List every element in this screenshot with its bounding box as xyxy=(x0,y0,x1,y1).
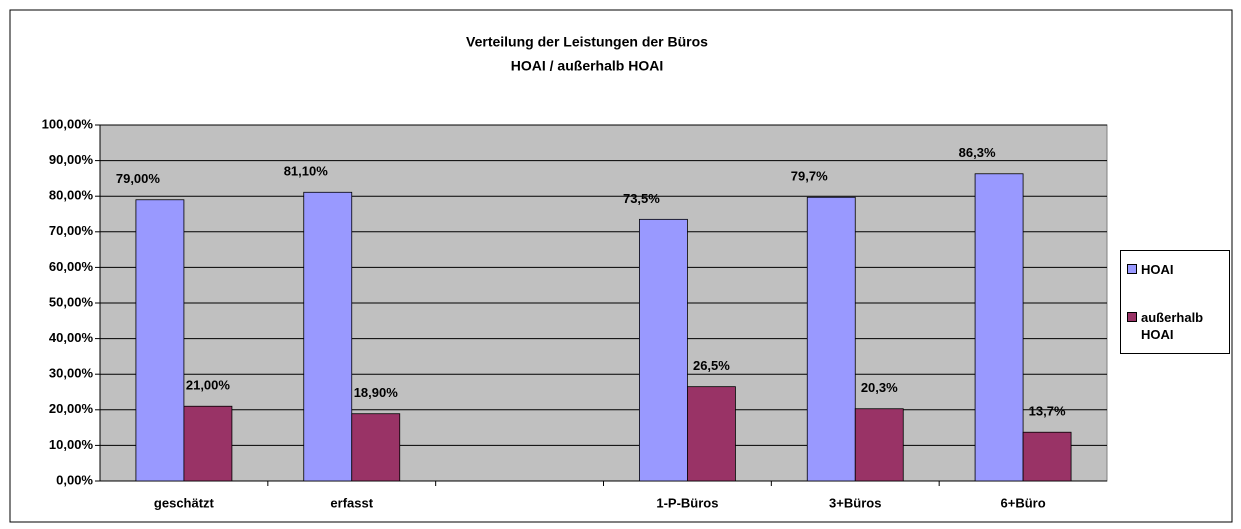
y-tick-label: 0,00% xyxy=(56,472,93,487)
legend-swatch xyxy=(1127,312,1137,322)
y-tick-label: 100,00% xyxy=(42,116,94,131)
chart-subtitle: HOAI / außerhalb HOAI xyxy=(511,58,663,74)
y-tick-label: 40,00% xyxy=(49,330,94,345)
value-label: 86,3% xyxy=(959,145,996,160)
bar xyxy=(303,191,353,482)
bar xyxy=(854,408,904,482)
value-label: 73,5% xyxy=(623,191,660,206)
bar xyxy=(351,413,401,482)
x-tick-label: 1-P-Büros xyxy=(656,495,718,510)
y-tick-label: 60,00% xyxy=(49,259,94,274)
bar xyxy=(687,386,736,482)
x-tick-label: 6+Büro xyxy=(1001,495,1046,510)
legend: HOAI außerhalb HOAI xyxy=(1120,250,1230,354)
y-tick-label: 20,00% xyxy=(49,401,94,416)
value-label: 26,5% xyxy=(693,358,730,373)
bar xyxy=(135,199,185,482)
value-label: 13,7% xyxy=(1029,404,1066,419)
y-tick-label: 10,00% xyxy=(49,437,94,452)
value-label: 18,90% xyxy=(354,385,399,400)
x-tick-label: 3+Büros xyxy=(829,495,881,510)
x-tick-label: geschätzt xyxy=(154,495,215,510)
bar xyxy=(806,196,856,482)
x-tick-label: erfasst xyxy=(330,495,373,510)
y-tick-label: 80,00% xyxy=(49,188,94,203)
bar xyxy=(1022,431,1072,482)
legend-label: HOAI xyxy=(1141,262,1174,277)
y-tick-label: 50,00% xyxy=(49,294,94,309)
bar xyxy=(974,173,1024,482)
value-label: 79,00% xyxy=(116,171,161,186)
value-label: 81,10% xyxy=(284,164,329,179)
legend-label: außerhalb HOAI xyxy=(1141,310,1204,342)
value-label: 79,7% xyxy=(791,169,828,184)
bar xyxy=(639,218,688,482)
value-label: 20,3% xyxy=(861,380,898,395)
y-tick-label: 90,00% xyxy=(49,152,94,167)
chart-title: Verteilung der Leistungen der Büros xyxy=(466,34,708,50)
legend-swatch xyxy=(1127,264,1137,274)
legend-entry: außerhalb HOAI xyxy=(1127,309,1227,343)
bar xyxy=(183,405,233,482)
y-tick-label: 70,00% xyxy=(49,223,94,238)
value-label: 21,00% xyxy=(186,378,231,393)
legend-entry: HOAI xyxy=(1127,261,1227,278)
y-tick-label: 30,00% xyxy=(49,366,94,381)
